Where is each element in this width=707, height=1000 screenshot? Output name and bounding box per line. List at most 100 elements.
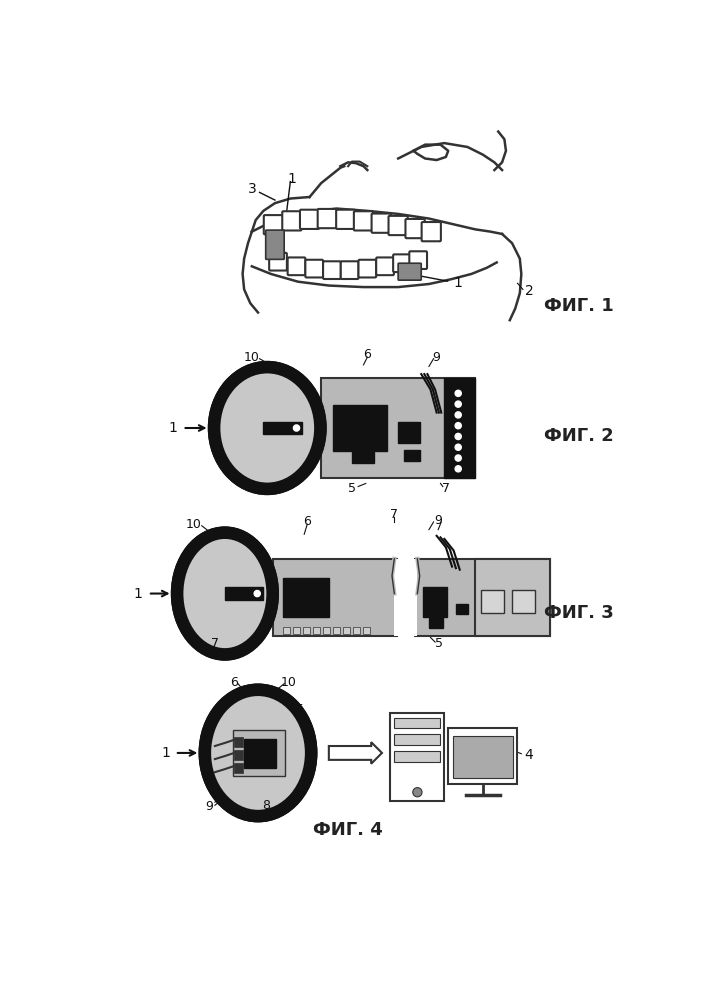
Circle shape xyxy=(455,466,461,472)
FancyBboxPatch shape xyxy=(317,209,337,228)
Text: 6: 6 xyxy=(363,348,371,361)
FancyBboxPatch shape xyxy=(269,253,287,271)
Text: 8: 8 xyxy=(262,799,269,812)
Bar xyxy=(312,627,320,634)
Text: 1: 1 xyxy=(134,587,142,601)
Bar xyxy=(452,736,513,778)
FancyBboxPatch shape xyxy=(341,261,358,279)
Text: 9: 9 xyxy=(433,351,440,364)
Circle shape xyxy=(455,455,461,461)
Bar xyxy=(423,587,448,617)
FancyBboxPatch shape xyxy=(305,260,323,277)
Circle shape xyxy=(455,412,461,418)
FancyBboxPatch shape xyxy=(354,211,373,230)
FancyBboxPatch shape xyxy=(323,261,341,279)
Bar xyxy=(303,627,310,634)
Circle shape xyxy=(413,788,422,797)
Text: 6: 6 xyxy=(303,515,311,528)
Text: 5: 5 xyxy=(348,482,356,495)
Text: 1: 1 xyxy=(288,172,296,186)
Circle shape xyxy=(455,423,461,429)
Text: ФИГ. 2: ФИГ. 2 xyxy=(544,427,614,445)
Text: 9: 9 xyxy=(206,800,214,813)
FancyBboxPatch shape xyxy=(266,230,284,259)
Text: 1: 1 xyxy=(169,421,177,435)
Bar xyxy=(398,422,420,443)
Text: 7: 7 xyxy=(211,637,219,650)
Ellipse shape xyxy=(200,685,316,821)
Bar xyxy=(283,578,329,617)
FancyBboxPatch shape xyxy=(300,210,320,229)
Bar xyxy=(234,763,243,773)
Circle shape xyxy=(254,590,260,597)
FancyBboxPatch shape xyxy=(421,222,441,241)
Circle shape xyxy=(455,401,461,407)
Text: 7: 7 xyxy=(390,508,398,521)
Bar xyxy=(333,405,387,451)
Bar xyxy=(395,751,440,762)
FancyBboxPatch shape xyxy=(389,216,408,235)
Bar xyxy=(363,627,370,634)
Text: 2: 2 xyxy=(525,284,533,298)
Bar xyxy=(264,422,302,434)
Bar xyxy=(234,737,243,747)
FancyBboxPatch shape xyxy=(393,254,411,272)
Ellipse shape xyxy=(173,528,277,659)
FancyBboxPatch shape xyxy=(288,257,305,275)
FancyBboxPatch shape xyxy=(372,214,391,233)
Text: 5: 5 xyxy=(435,637,443,650)
Circle shape xyxy=(455,444,461,450)
Text: 9: 9 xyxy=(434,514,442,527)
Bar xyxy=(321,378,475,478)
Bar xyxy=(395,718,440,728)
Bar xyxy=(429,618,443,628)
Bar xyxy=(444,378,475,478)
Bar xyxy=(283,627,290,634)
Bar xyxy=(475,559,550,636)
FancyBboxPatch shape xyxy=(376,257,394,275)
Bar xyxy=(233,730,285,776)
Circle shape xyxy=(293,425,300,431)
FancyBboxPatch shape xyxy=(405,219,425,238)
FancyBboxPatch shape xyxy=(282,211,301,230)
Circle shape xyxy=(455,390,461,396)
Bar xyxy=(343,627,350,634)
Bar xyxy=(481,590,504,613)
Bar xyxy=(234,750,243,760)
Text: 4: 4 xyxy=(525,748,533,762)
Text: 10: 10 xyxy=(281,676,297,689)
Bar xyxy=(448,728,518,784)
Text: 1: 1 xyxy=(161,746,170,760)
Text: 10: 10 xyxy=(244,351,259,364)
Bar xyxy=(322,627,329,634)
Text: 7: 7 xyxy=(442,482,450,495)
Bar xyxy=(404,450,420,461)
Bar xyxy=(225,587,264,600)
Bar xyxy=(274,559,397,636)
Text: 6: 6 xyxy=(230,676,238,689)
Text: ФИГ. 1: ФИГ. 1 xyxy=(544,297,614,315)
FancyBboxPatch shape xyxy=(358,260,376,277)
Bar xyxy=(456,604,468,614)
Bar xyxy=(333,627,339,634)
Bar xyxy=(244,739,276,768)
Text: 3: 3 xyxy=(247,182,256,196)
Ellipse shape xyxy=(209,363,325,493)
Text: ФИГ. 4: ФИГ. 4 xyxy=(313,821,383,839)
Bar xyxy=(390,713,444,801)
Bar xyxy=(512,590,535,613)
Bar xyxy=(395,559,417,636)
Bar xyxy=(293,627,300,634)
Text: 1: 1 xyxy=(453,276,462,290)
FancyBboxPatch shape xyxy=(398,263,421,280)
Bar xyxy=(415,559,550,636)
Text: 10: 10 xyxy=(186,518,202,531)
FancyArrow shape xyxy=(329,742,382,764)
Circle shape xyxy=(455,433,461,440)
Text: 5: 5 xyxy=(296,703,303,716)
Bar xyxy=(353,627,360,634)
Bar xyxy=(395,734,440,745)
Text: ФИГ. 3: ФИГ. 3 xyxy=(544,604,614,622)
FancyBboxPatch shape xyxy=(409,251,427,269)
Bar xyxy=(352,452,373,463)
